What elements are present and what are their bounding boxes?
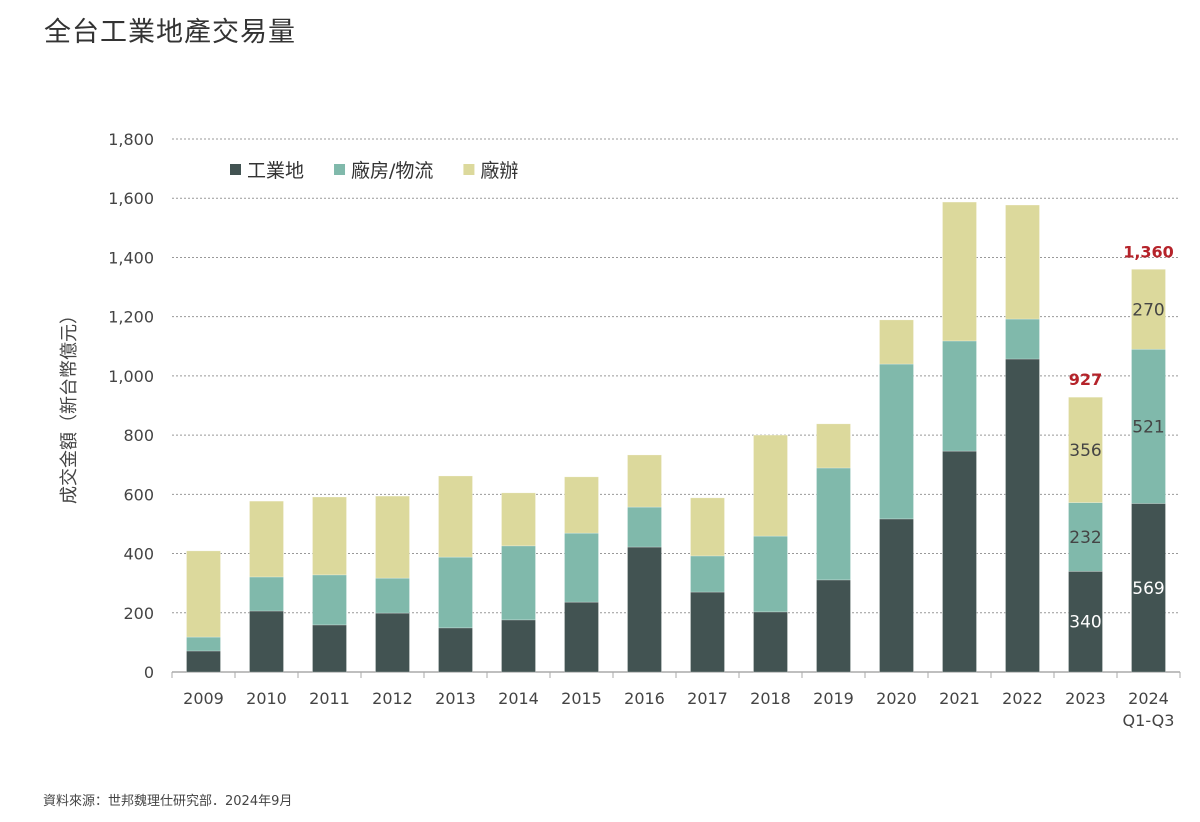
- bar-segment-工業地: [1005, 358, 1040, 673]
- y-tick-label: 1,200: [108, 308, 154, 327]
- bar-segment-廠辦: [690, 497, 725, 557]
- bar-segment-廠辦: [564, 476, 599, 534]
- bar-segment-廠房/物流: [816, 467, 851, 581]
- x-tick-label: 2024: [1128, 689, 1169, 708]
- x-tick-label: 2014: [498, 689, 539, 708]
- x-tick-label: 2010: [246, 689, 287, 708]
- bar-segment-廠辦: [375, 495, 410, 579]
- y-tick-label: 400: [123, 545, 154, 564]
- y-axis-label: 成交金額（新台幣億元）: [59, 306, 80, 504]
- bar-segment-廠房/物流: [879, 363, 914, 520]
- bar-segment-工業地: [501, 619, 536, 673]
- y-tick-label: 1,600: [108, 189, 154, 208]
- legend-label: 工業地: [247, 160, 304, 182]
- bar-segment-廠辦: [816, 423, 851, 469]
- source-note: 資料來源：世邦魏理仕研究部．2024年9月: [43, 794, 293, 809]
- bar-segment-廠房/物流: [627, 506, 662, 548]
- x-tick-label: 2023: [1065, 689, 1106, 708]
- y-tick-label: 0: [144, 663, 154, 682]
- data-label: 340: [1069, 613, 1101, 633]
- data-label: 569: [1132, 579, 1164, 599]
- y-tick-label: 1,400: [108, 248, 154, 267]
- legend-swatch: [230, 164, 241, 175]
- bar-segment-廠房/物流: [1068, 502, 1103, 572]
- bar-segment-工業地: [879, 518, 914, 673]
- legend-swatch: [334, 164, 346, 175]
- bar-segment-廠辦: [312, 496, 347, 576]
- bar-segment-廠房/物流: [753, 535, 788, 613]
- y-tick-label: 800: [123, 426, 154, 445]
- bar-segment-廠辦: [501, 492, 536, 547]
- bar-segment-廠房/物流: [1005, 318, 1040, 360]
- bar-segment-工業地: [942, 450, 977, 673]
- legend-label: 廠房/物流: [351, 159, 433, 182]
- x-tick-label: 2015: [561, 689, 602, 708]
- chart-title: 全台工業地產交易量: [44, 17, 296, 48]
- data-label: 356: [1069, 441, 1101, 461]
- bar-segment-廠辦: [1005, 204, 1040, 320]
- x-tick-label: 2016: [624, 689, 665, 708]
- x-tick-label: 2013: [435, 689, 476, 708]
- bar-segment-工業地: [816, 579, 851, 673]
- bar-segment-廠辦: [438, 475, 473, 558]
- bar-segment-廠房/物流: [312, 574, 347, 626]
- bar-segment-工業地: [438, 627, 473, 673]
- x-tick-label: 2018: [750, 689, 791, 708]
- y-tick-label: 1,800: [108, 130, 154, 149]
- data-label: 521: [1132, 417, 1164, 437]
- bar-segment-廠房/物流: [375, 577, 410, 614]
- x-tick-sublabel: Q1-Q3: [1123, 711, 1175, 730]
- bar-segment-工業地: [249, 610, 284, 673]
- x-tick-label: 2020: [876, 689, 917, 708]
- legend-label: 廠辦: [480, 159, 518, 182]
- bar-segment-工業地: [1068, 571, 1103, 673]
- bar-segment-廠辦: [249, 500, 284, 578]
- data-label: 270: [1132, 300, 1164, 320]
- bar-segment-工業地: [627, 546, 662, 673]
- bar-segment-廠辦: [753, 434, 788, 537]
- bar-segment-廠房/物流: [249, 576, 284, 612]
- x-tick-label: 2021: [939, 689, 980, 708]
- x-tick-label: 2019: [813, 689, 854, 708]
- bar-segment-工業地: [690, 591, 725, 673]
- bar-segment-廠房/物流: [186, 636, 221, 652]
- bar-segment-工業地: [564, 601, 599, 673]
- total-label: 927: [1069, 370, 1102, 389]
- x-tick-label: 2017: [687, 689, 728, 708]
- data-label: 232: [1069, 528, 1101, 548]
- bar-segment-工業地: [312, 624, 347, 673]
- bar-segment-工業地: [186, 650, 221, 673]
- y-tick-label: 1,000: [108, 367, 154, 386]
- x-tick-label: 2011: [309, 689, 350, 708]
- legend-swatch: [463, 164, 475, 175]
- bar-segment-廠辦: [627, 454, 662, 508]
- total-label: 1,360: [1123, 242, 1174, 261]
- x-tick-label: 2012: [372, 689, 413, 708]
- bar-segment-廠辦: [186, 550, 221, 638]
- bar-segment-廠辦: [942, 201, 977, 342]
- bar-segment-工業地: [375, 612, 410, 673]
- bar-segment-廠辦: [1131, 268, 1166, 350]
- bar-segment-廠房/物流: [564, 532, 599, 603]
- bar-segment-工業地: [753, 611, 788, 673]
- bar-segment-廠房/物流: [942, 340, 977, 452]
- bar-segment-廠房/物流: [690, 555, 725, 593]
- y-tick-label: 200: [123, 604, 154, 623]
- x-tick-label: 2022: [1002, 689, 1043, 708]
- bar-segment-廠房/物流: [1131, 348, 1166, 504]
- bar-segment-廠辦: [879, 319, 914, 365]
- bar-segment-廠房/物流: [501, 545, 536, 621]
- bar-segment-廠房/物流: [438, 556, 473, 629]
- bar-segment-廠辦: [1068, 396, 1103, 503]
- x-tick-label: 2009: [183, 689, 224, 708]
- y-tick-label: 600: [123, 485, 154, 504]
